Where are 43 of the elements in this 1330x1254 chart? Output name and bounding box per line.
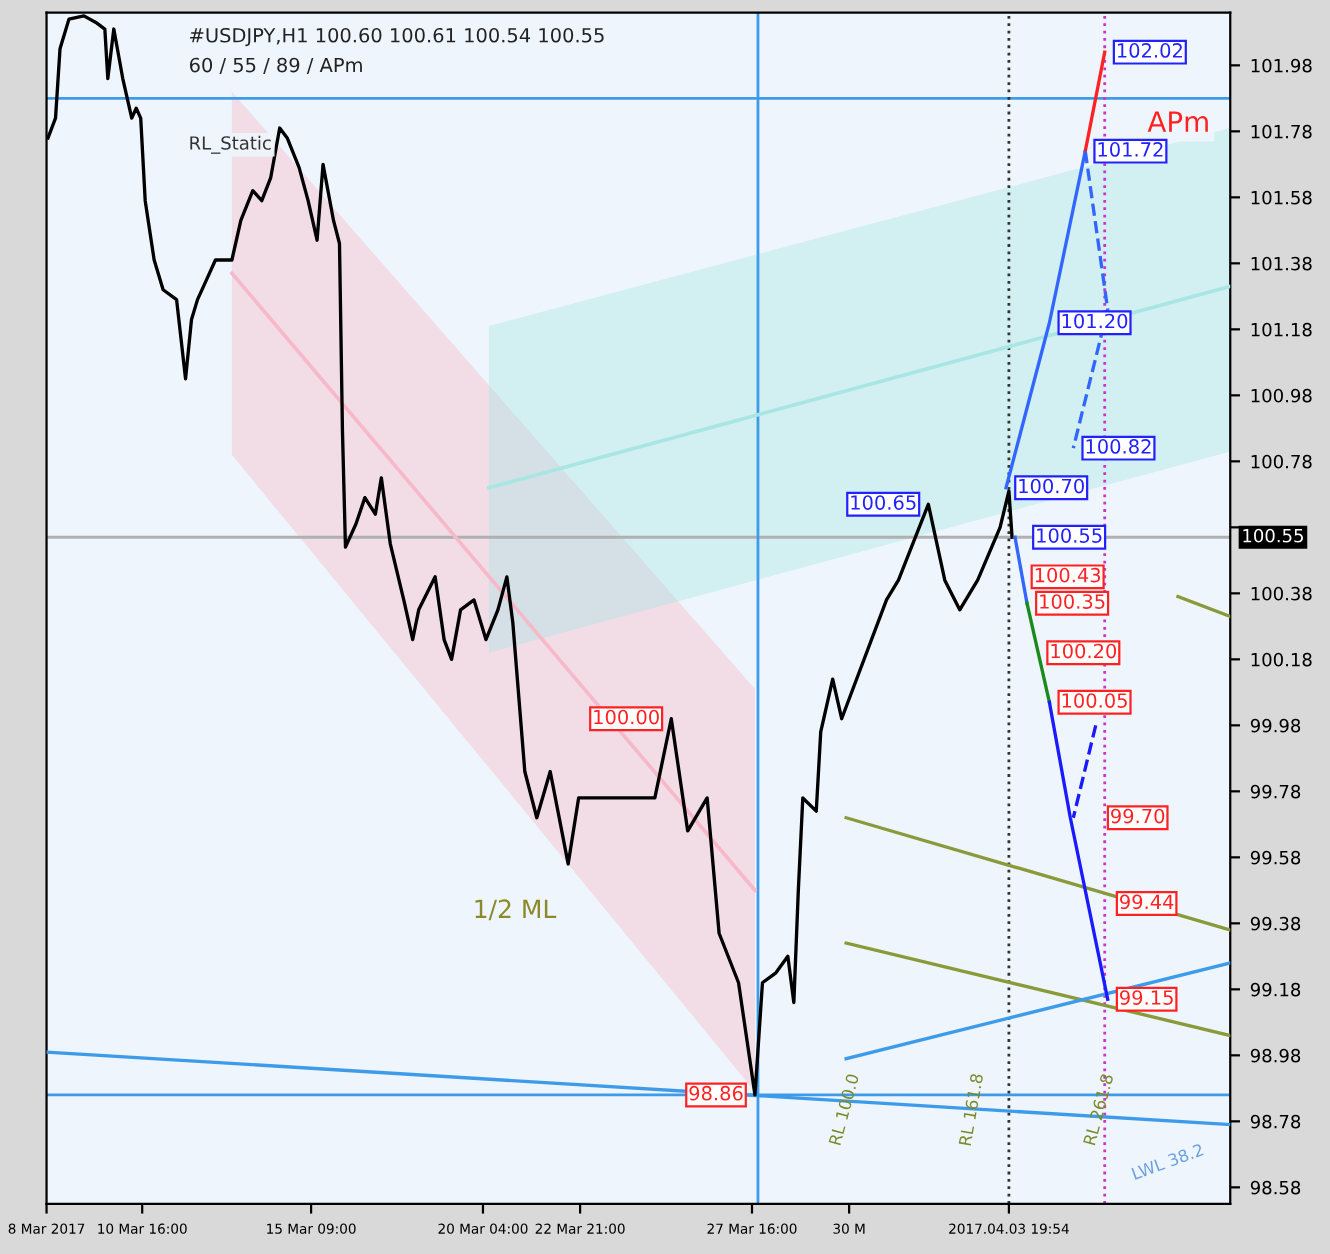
annotation: RL 100.0 — [828, 1073, 860, 1146]
annotation: 100.05 — [1062, 693, 1127, 708]
y-tick-label: 101.38 — [1251, 256, 1312, 271]
annotation: 100.65 — [851, 495, 916, 510]
annotation: 100.55 — [1037, 528, 1102, 543]
annotation: 99.70 — [1111, 808, 1165, 824]
y-tick-label: 100.98 — [1251, 388, 1312, 403]
annotation: RL_Static — [190, 135, 271, 154]
annotation: 101.72 — [1098, 142, 1163, 157]
y-tick-label: 100.78 — [1251, 454, 1312, 469]
ref-line-label: 100.55 — [1243, 528, 1303, 543]
annotation: RL 161.8 — [958, 1073, 984, 1146]
annotation: 100.82 — [1086, 439, 1151, 454]
y-tick-label: 98.58 — [1250, 1180, 1301, 1195]
annotation: 100.20 — [1051, 643, 1117, 659]
annotation: 100.00 — [594, 709, 659, 725]
annotation: 99.15 — [1120, 990, 1173, 1005]
annotation: 101.20 — [1062, 313, 1128, 329]
annotation: 100.35 — [1040, 594, 1105, 609]
y-tick-label: 101.98 — [1251, 58, 1312, 73]
y-tick-label: 101.58 — [1251, 190, 1312, 205]
annotation: 102.02 — [1117, 43, 1182, 58]
y-tick-label: 99.38 — [1250, 916, 1301, 931]
y-tick-label: 99.98 — [1250, 718, 1301, 733]
annotation: RL 261.8 — [1082, 1073, 1114, 1146]
y-tick-label: 100.38 — [1251, 586, 1312, 601]
annotation: 100.43 — [1035, 567, 1101, 583]
annotation: APm — [1147, 111, 1208, 132]
annotation: 98.86 — [689, 1085, 743, 1101]
annotation: LWL 38.2 — [1131, 1143, 1204, 1180]
y-tick-label: 98.98 — [1250, 1048, 1301, 1063]
y-tick-label: 100.18 — [1251, 652, 1312, 667]
y-tick-label: 99.78 — [1250, 784, 1301, 799]
y-tick-label: 101.78 — [1251, 124, 1312, 139]
y-tick-label: 101.18 — [1251, 322, 1312, 337]
y-tick-label: 99.58 — [1250, 850, 1301, 865]
y-tick-label: 99.18 — [1250, 982, 1301, 997]
annotation: 99.44 — [1120, 894, 1174, 910]
annotation: 100.70 — [1019, 478, 1084, 494]
annotation: 1/2 ML — [475, 899, 557, 921]
y-tick-label: 98.78 — [1250, 1114, 1301, 1129]
text: 60 / 55 / 89 / APm — [189, 57, 362, 74]
text: #USDJPY,H1 100.60 100.61 100.54 100.55 — [190, 27, 604, 47]
